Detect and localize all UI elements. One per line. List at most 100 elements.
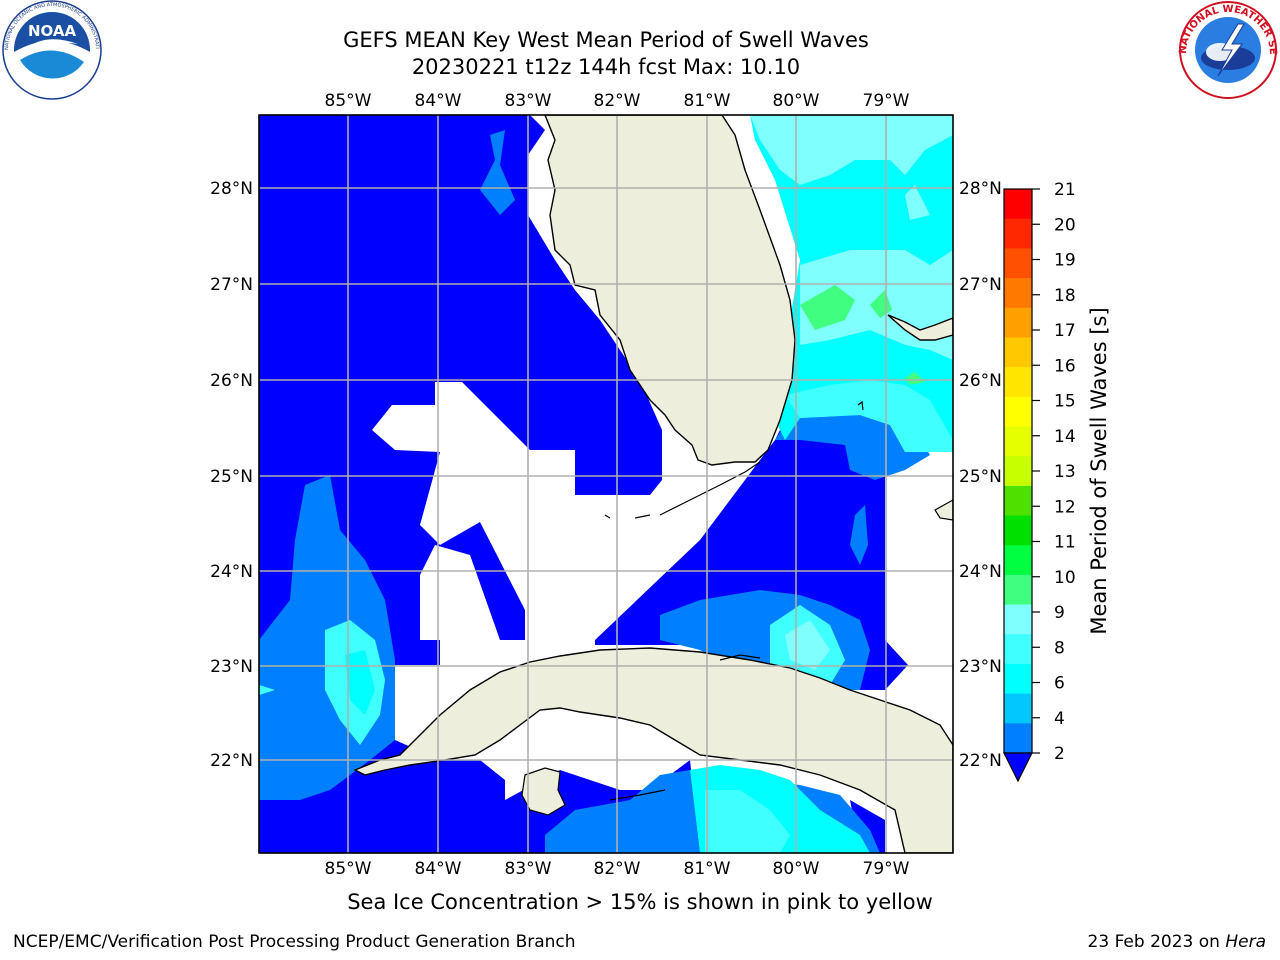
colorbar-band <box>1004 663 1032 695</box>
lat-label-right: 23°N <box>959 657 1002 677</box>
florida-land <box>544 115 796 466</box>
colorbar-band <box>1004 337 1032 368</box>
lat-label-left: 22°N <box>210 751 253 771</box>
footer-host: Hera <box>1225 932 1266 952</box>
colorbar-band <box>1004 189 1032 220</box>
colorbar-ticks: 21 20 19 18 17 16 15 14 13 12 11 10 9 8 6 4 2 <box>1032 180 1076 764</box>
colorbar <box>1004 189 1032 754</box>
colorbar-tick-label: 15 <box>1054 392 1076 412</box>
colorbar-band <box>1004 574 1032 606</box>
pale-cyan-atlantic-north <box>750 115 953 185</box>
pale-cyan-atlantic-spot <box>905 185 930 220</box>
lon-label-bottom: 83°W <box>505 859 552 879</box>
lat-labels-right: 28°N 27°N 26°N 25°N 24°N 23°N 22°N <box>959 179 1002 771</box>
map-field <box>259 115 953 853</box>
lon-label-top: 81°W <box>684 91 731 111</box>
colorbar-band <box>1004 545 1032 576</box>
colorbar-band <box>1004 307 1032 338</box>
colorbar-tick-label: 18 <box>1054 286 1076 306</box>
lon-label-top: 84°W <box>415 91 462 111</box>
noaa-logo-icon: NOAA NATIONAL OCEANIC AND ATMOSPHERIC AD… <box>0 0 102 100</box>
colorbar-tick-label: 10 <box>1054 568 1076 588</box>
colorbar-band <box>1004 634 1032 665</box>
lon-label-top: 79°W <box>863 91 910 111</box>
lon-labels-bottom: 85°W 84°W 83°W 82°W 81°W 80°W 79°W <box>325 859 910 879</box>
footer-credit: NCEP/EMC/Verification Post Processing Pr… <box>13 932 576 952</box>
lon-label-top: 80°W <box>773 91 820 111</box>
lat-label-right: 24°N <box>959 562 1002 582</box>
colorbar-underflow-triangle <box>1003 752 1033 783</box>
sea-ice-caption: Sea Ice Concentration > 15% is shown in … <box>347 890 933 914</box>
footer-date: 23 Feb 2023 on Hera <box>1088 932 1266 952</box>
lat-label-right: 28°N <box>959 179 1002 199</box>
colorbar-band <box>1004 723 1032 754</box>
lat-label-right: 22°N <box>959 751 1002 771</box>
lat-label-left: 23°N <box>210 657 253 677</box>
lon-labels-top: 85°W 84°W 83°W 82°W 81°W 80°W 79°W <box>325 91 910 111</box>
colorbar-band <box>1004 456 1032 487</box>
map-gridlines <box>259 115 953 853</box>
cyan-patch-edge <box>259 685 275 695</box>
lon-label-bottom: 82°W <box>594 859 641 879</box>
chart-title: GEFS MEAN Key West Mean Period of Swell … <box>343 28 869 52</box>
colorbar-band <box>1004 248 1032 279</box>
mid-blue-patch-small <box>850 505 868 565</box>
lat-label-left: 27°N <box>210 275 253 295</box>
florida-keys <box>604 400 864 801</box>
colorbar-tick-label: 8 <box>1054 638 1065 658</box>
lon-label-bottom: 80°W <box>773 859 820 879</box>
colorbar-tick-label: 11 <box>1054 533 1076 553</box>
colorbar-band <box>1004 693 1032 724</box>
colorbar-label: Mean Period of Swell Waves [s] <box>1087 307 1111 634</box>
lat-label-left: 26°N <box>210 371 253 391</box>
lon-label-bottom: 81°W <box>684 859 731 879</box>
colorbar-tick-label: 4 <box>1054 709 1065 729</box>
lat-label-right: 26°N <box>959 371 1002 391</box>
lat-label-left: 28°N <box>210 179 253 199</box>
light-cyan-atlantic-south <box>785 380 953 452</box>
lon-label-top: 85°W <box>325 91 372 111</box>
lat-labels-left: 28°N 27°N 26°N 25°N 24°N 23°N 22°N <box>210 179 253 771</box>
nws-logo-icon: NATIONAL WEATHER SERVICE <box>1176 0 1278 99</box>
colorbar-tick-label: 13 <box>1054 462 1076 482</box>
green-swell-patch-1 <box>800 285 855 330</box>
colorbar-band <box>1004 396 1032 427</box>
lon-label-bottom: 85°W <box>325 859 372 879</box>
lat-label-left: 25°N <box>210 467 253 487</box>
colorbar-band <box>1004 426 1032 457</box>
light-cyan-patch-south <box>705 790 790 853</box>
colorbar-tick-label: 12 <box>1054 497 1076 517</box>
lon-label-bottom: 84°W <box>415 859 462 879</box>
chart-subtitle: 20230221 t12z 144h fcst Max: 10.10 <box>411 55 801 79</box>
lon-label-top: 83°W <box>505 91 552 111</box>
colorbar-tick-label: 20 <box>1054 215 1076 235</box>
isla-de-la-juventud <box>521 767 566 816</box>
lat-label-right: 27°N <box>959 275 1002 295</box>
colorbar-band <box>1004 604 1032 635</box>
bahamas-land <box>887 314 953 341</box>
map-frame <box>258 114 954 854</box>
colorbar-tick-label: 19 <box>1054 251 1076 271</box>
colorbar-band <box>1004 485 1032 517</box>
colorbar-tick-label: 17 <box>1054 321 1076 341</box>
mid-blue-patch-north <box>480 130 515 215</box>
colorbar-tick-label: 6 <box>1054 674 1065 694</box>
colorbar-band <box>1004 367 1032 398</box>
colorbar-band <box>1004 218 1032 249</box>
colorbar-tick-label: 2 <box>1054 744 1065 764</box>
colorbar-tick-label: 21 <box>1054 180 1076 200</box>
lon-label-bottom: 79°W <box>863 859 910 879</box>
colorbar-tick-label: 14 <box>1054 427 1076 447</box>
colorbar-band <box>1004 278 1032 309</box>
lon-label-top: 82°W <box>594 91 641 111</box>
colorbar-tick-label: 9 <box>1054 603 1065 623</box>
colorbar-tick-label: 16 <box>1054 356 1076 376</box>
lat-label-right: 25°N <box>959 467 1002 487</box>
lat-label-left: 24°N <box>210 562 253 582</box>
footer-date-text: 23 Feb 2023 on <box>1087 932 1226 952</box>
cuba-land <box>353 647 953 853</box>
andros-land <box>934 499 953 521</box>
noaa-logo-text: NOAA <box>28 22 77 40</box>
green-swell-patch-3 <box>905 372 925 385</box>
